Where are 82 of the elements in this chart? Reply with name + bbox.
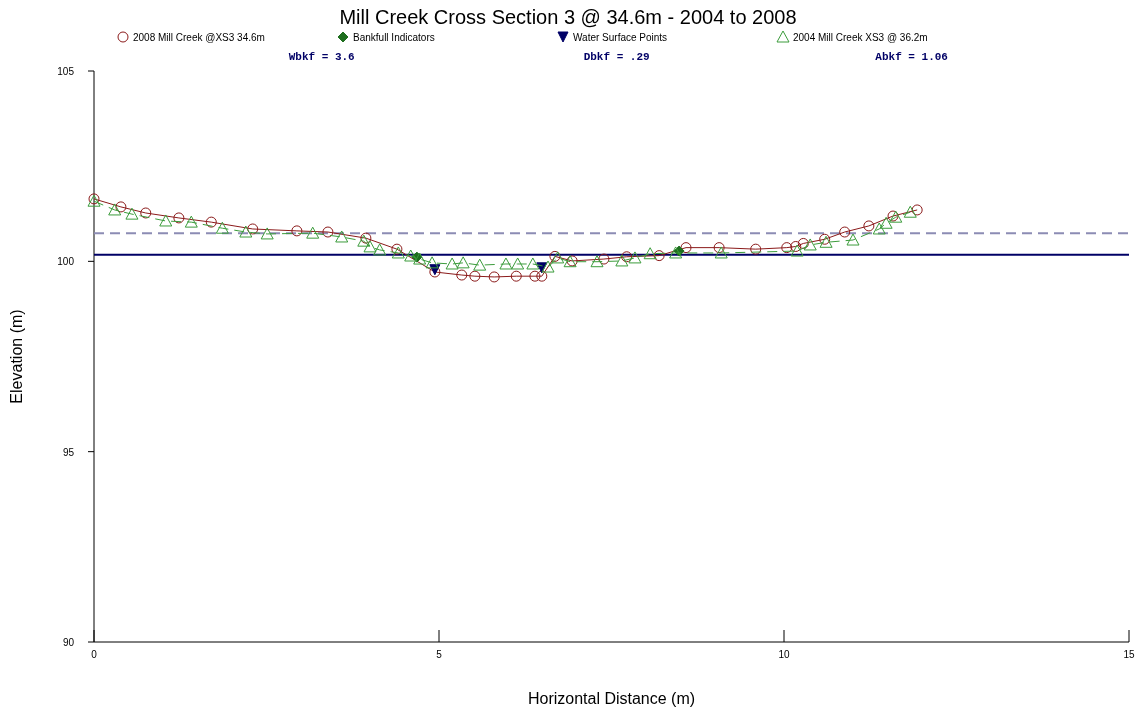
text: Wbkf = 3.6 [288, 51, 355, 63]
point [184, 215, 198, 228]
point [529, 270, 541, 282]
point [549, 250, 561, 262]
legend-label: Bankfull Indicators [353, 32, 435, 43]
point [879, 216, 893, 229]
y-tick-label: 100 [57, 256, 75, 268]
y-tick-label: 95 [62, 446, 75, 458]
point [391, 243, 403, 255]
point [373, 243, 387, 256]
point [239, 225, 253, 238]
point [590, 255, 604, 268]
point [713, 242, 725, 254]
point [863, 220, 875, 232]
point [750, 243, 762, 255]
point [140, 207, 152, 219]
point [680, 242, 692, 254]
point [247, 223, 259, 235]
point [215, 221, 229, 234]
point [714, 246, 728, 259]
point [797, 237, 809, 249]
point [322, 226, 334, 238]
point [669, 246, 683, 259]
point [108, 203, 122, 216]
point [628, 251, 642, 264]
point [790, 244, 804, 257]
point [781, 242, 793, 254]
point [456, 256, 470, 269]
point [621, 251, 633, 263]
point [846, 233, 860, 246]
point [425, 256, 439, 269]
point [205, 216, 217, 228]
point [159, 214, 173, 227]
point [872, 222, 886, 235]
y-tick-label: 105 [57, 66, 75, 77]
point [653, 250, 665, 262]
x-tick-label: 0 [91, 649, 98, 660]
point [173, 212, 185, 224]
text: Abkf = 1.06 [875, 51, 948, 63]
legend-label: 2004 Mill Creek XS3 @ 36.2m [793, 32, 928, 43]
point [526, 257, 540, 270]
legend-label: 2008 Mill Creek @XS3 34.6m [133, 32, 265, 43]
point [839, 226, 851, 238]
point [404, 249, 418, 262]
legend-label: Water Surface Points [573, 32, 668, 43]
point [391, 246, 405, 259]
x-tick-label: 15 [1123, 649, 1135, 660]
point [456, 269, 468, 281]
point [551, 251, 565, 264]
text: Dbkf = .29 [583, 51, 650, 63]
point [413, 252, 427, 265]
point [511, 257, 525, 270]
chart-title: Mill Creek Cross Section 3 @ 34.6m - 2004 to 2008 [339, 6, 797, 28]
y-axis-title: Elevation (m) [8, 309, 25, 404]
x-tick-label: 5 [436, 649, 443, 660]
point [536, 270, 548, 282]
point [643, 247, 657, 260]
point [260, 227, 274, 240]
point [911, 204, 923, 216]
point [510, 270, 522, 282]
point [615, 254, 629, 267]
point [335, 230, 349, 243]
point [291, 225, 303, 237]
point [889, 210, 903, 223]
point [306, 226, 320, 239]
y-tick-label: 90 [62, 637, 75, 648]
point [488, 271, 500, 283]
point [903, 205, 917, 218]
point [125, 207, 139, 220]
x-axis-title: Horizontal Distance (m) [527, 690, 696, 707]
point [598, 253, 610, 265]
point [541, 260, 555, 273]
point [469, 270, 481, 282]
point [473, 258, 487, 271]
point [803, 238, 817, 251]
point [887, 210, 899, 222]
point [363, 240, 377, 253]
point [445, 257, 459, 270]
point [790, 240, 802, 252]
x-tick-label: 10 [778, 649, 790, 660]
point [499, 257, 513, 270]
point [115, 201, 127, 213]
